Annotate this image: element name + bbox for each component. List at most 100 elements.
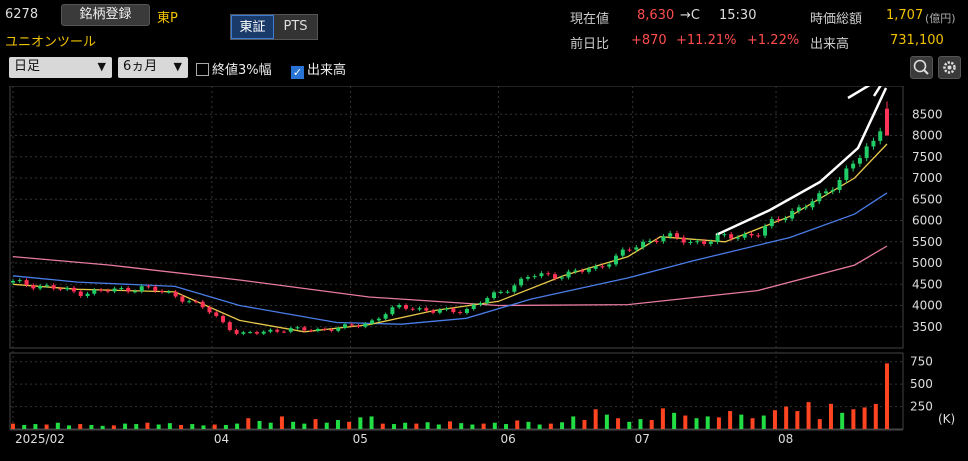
- volume-bar: [806, 402, 811, 429]
- candle: [756, 235, 761, 237]
- range-select[interactable]: 6ヵ月 ▼: [118, 57, 188, 78]
- volume-bar: [728, 411, 733, 429]
- register-button[interactable]: 銘柄登録: [61, 4, 150, 26]
- candle: [261, 331, 266, 334]
- volume-bar: [784, 406, 789, 429]
- mcap-value: 1,707: [886, 8, 924, 23]
- candle: [647, 240, 652, 242]
- volume-bar: [683, 415, 688, 429]
- vol-unit-label: (K): [938, 412, 955, 426]
- candle: [702, 241, 707, 244]
- candle: [132, 291, 137, 293]
- volume-bar: [369, 416, 374, 429]
- candle: [146, 286, 151, 288]
- candle: [776, 219, 781, 221]
- x-tick-label: 05: [353, 432, 368, 446]
- candle: [322, 328, 327, 330]
- x-tick-label: 04: [214, 432, 229, 446]
- candle: [356, 325, 361, 327]
- volume-bar: [89, 424, 94, 429]
- candle: [112, 288, 117, 292]
- candle: [681, 237, 686, 243]
- change-pct2: +1.22%: [747, 33, 800, 48]
- candle: [342, 324, 347, 328]
- volume-bar: [795, 411, 800, 429]
- volume-bar: [302, 423, 307, 429]
- candle: [397, 305, 402, 308]
- candle: [749, 233, 754, 236]
- volume-bar: [291, 421, 296, 429]
- candle: [830, 189, 835, 192]
- candle: [31, 285, 36, 289]
- volume-checkbox[interactable]: ✓ 出来高: [291, 59, 346, 79]
- volume-bar: [167, 423, 172, 429]
- candle: [376, 318, 381, 321]
- candle: [302, 327, 307, 331]
- candle: [627, 249, 632, 251]
- volume-bar: [358, 417, 363, 429]
- candle: [695, 241, 700, 243]
- volume-bar: [604, 414, 609, 429]
- candle: [559, 277, 564, 279]
- candle: [180, 296, 185, 302]
- candle: [38, 285, 43, 289]
- candle: [763, 226, 768, 236]
- candle: [844, 168, 849, 180]
- volume-bar: [851, 409, 856, 429]
- zoom-button[interactable]: [910, 56, 933, 79]
- volume-bar: [44, 424, 49, 429]
- chevron-down-icon: ▼: [173, 60, 182, 73]
- vol-y-tick-label: 250: [910, 400, 933, 414]
- candle: [478, 303, 483, 305]
- volume-bar: [582, 420, 587, 429]
- checkmark-icon: ✓: [291, 66, 304, 79]
- candle: [437, 309, 442, 313]
- volume-bar: [22, 424, 27, 429]
- volume-bar: [190, 424, 195, 429]
- volume-bar: [448, 421, 452, 429]
- y-tick-label: 4000: [912, 299, 943, 313]
- volume-bar: [739, 414, 744, 429]
- candle: [403, 305, 408, 309]
- volume-bar: [873, 403, 878, 429]
- volume-bar: [716, 417, 721, 429]
- volume-bar: [33, 424, 38, 429]
- volume-bar: [11, 423, 15, 429]
- volume-bar: [223, 424, 228, 429]
- volume-bar: [571, 416, 576, 429]
- volume-bar: [817, 419, 822, 429]
- y-tick-label: 6500: [912, 192, 943, 206]
- mcap-label: 時価総額: [810, 12, 863, 27]
- candle: [505, 291, 510, 293]
- candle: [817, 193, 822, 202]
- volume-bar: [156, 424, 161, 429]
- last-candle: [885, 108, 889, 136]
- candle: [153, 286, 158, 292]
- tab-pts[interactable]: PTS: [274, 15, 317, 39]
- settings-button[interactable]: [938, 56, 961, 79]
- candle: [139, 286, 144, 292]
- volume-bar: [100, 425, 105, 429]
- ma-mid-line: [12, 192, 888, 325]
- volume-bar: [55, 422, 60, 429]
- candle: [654, 240, 659, 242]
- y-tick-label: 7500: [912, 150, 943, 164]
- candle: [539, 273, 544, 277]
- candle: [221, 315, 226, 323]
- candle: [227, 322, 232, 331]
- volume-bar: [403, 422, 408, 429]
- close3-checkbox[interactable]: 終値3%幅: [196, 59, 272, 78]
- volume-bar: [750, 418, 755, 429]
- volume-bar: [862, 407, 867, 429]
- candle: [857, 157, 862, 164]
- candle: [349, 324, 354, 326]
- candle: [65, 287, 70, 290]
- candle: [824, 191, 829, 194]
- volume-bar: [324, 422, 329, 429]
- tab-tse[interactable]: 東証: [231, 15, 275, 39]
- volume-bar: [246, 418, 251, 429]
- volume-bar: [537, 424, 542, 429]
- trend-arrow: [715, 87, 888, 237]
- volume-bar: [347, 421, 352, 429]
- period-select[interactable]: 日足 ▼: [9, 57, 112, 78]
